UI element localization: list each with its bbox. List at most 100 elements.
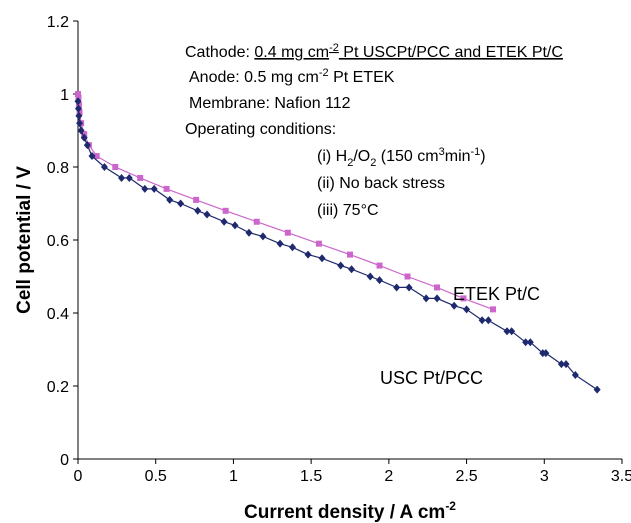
data-point — [405, 283, 413, 292]
data-point — [75, 91, 81, 97]
data-point — [489, 306, 496, 313]
data-point — [508, 327, 516, 336]
data-point — [284, 229, 291, 236]
data-point — [315, 240, 322, 247]
x-tick-label: 1 — [229, 468, 238, 485]
data-point — [484, 316, 492, 325]
data-point — [450, 301, 458, 310]
anode-text: Anode: 0.5 mg cm-2 Pt ETEK — [189, 67, 395, 86]
anode-sup: -2 — [319, 67, 329, 79]
data-point — [88, 152, 96, 161]
condition-1-text: (i) H2/O2 (150 cm3min-1) — [317, 146, 486, 169]
data-point — [137, 174, 144, 181]
y-tick-label: 0.6 — [47, 233, 69, 250]
data-point — [522, 338, 530, 347]
x-tick-label: 2 — [384, 468, 393, 485]
data-point — [75, 111, 83, 120]
membrane-text: Membrane: Nafion 112 — [189, 95, 351, 112]
series-label-etek: ETEK Pt/C — [453, 284, 540, 304]
data-point — [150, 184, 158, 193]
cathode-prefix: Cathode: — [185, 44, 254, 61]
x-axis-title-main: Current density / A cm — [244, 502, 445, 523]
y-tick-label: 1.2 — [47, 14, 69, 31]
y-tick-label: 0.8 — [47, 160, 69, 177]
data-point — [74, 97, 82, 106]
x-tick-label: 3 — [540, 468, 549, 485]
data-point — [125, 173, 133, 182]
data-point — [75, 94, 82, 101]
series-line — [77, 101, 598, 391]
x-axis-title-sup: -2 — [445, 499, 456, 513]
data-point — [288, 243, 296, 252]
condition-3-text: (iii) 75°C — [317, 202, 379, 219]
data-point — [259, 232, 267, 241]
data-point — [118, 173, 126, 182]
cathode-text: Cathode: 0.4 mg cm-2 Pt USCPt/PCC and ET… — [185, 42, 563, 61]
y-axis-title: Cell potential / V — [14, 166, 35, 314]
anode-main: Anode: 0.5 mg cm — [189, 69, 319, 86]
data-point — [220, 217, 228, 226]
x-axis-ticks: 0 0.5 1 1.5 2 2.5 3 3.5 — [74, 459, 631, 485]
data-point — [318, 254, 326, 263]
data-point — [75, 101, 82, 108]
y-tick-label: 0 — [60, 452, 69, 469]
data-point — [83, 141, 91, 150]
cathode-value: 0.4 mg cm — [254, 44, 329, 61]
data-point — [422, 294, 430, 303]
data-point — [245, 228, 253, 237]
data-point — [76, 119, 84, 128]
data-point — [276, 239, 284, 248]
data-point — [557, 360, 565, 369]
data-point — [463, 305, 471, 314]
data-point — [393, 283, 401, 292]
data-point — [503, 327, 511, 336]
data-point — [542, 349, 550, 358]
anode-rest: Pt ETEK — [329, 69, 395, 86]
data-point — [100, 163, 108, 171]
series-layer — [74, 91, 601, 394]
y-tick-label: 0.4 — [47, 306, 69, 323]
data-point — [434, 284, 441, 291]
data-point — [177, 199, 185, 208]
data-point — [112, 164, 119, 170]
data-point — [304, 250, 312, 259]
data-point — [562, 360, 570, 369]
data-point — [80, 133, 88, 142]
series-label-usc: USC Pt/PCC — [380, 368, 483, 388]
data-point — [376, 276, 384, 285]
data-point — [478, 316, 486, 325]
data-point — [231, 221, 239, 230]
y-tick-label: 0.2 — [47, 379, 69, 396]
data-point — [77, 126, 85, 135]
data-point — [93, 153, 100, 160]
data-point — [526, 338, 534, 347]
operating-text: Operating conditions: — [185, 121, 336, 138]
x-tick-label: 0 — [74, 468, 83, 485]
data-point — [193, 196, 200, 203]
data-point — [194, 206, 202, 215]
data-point — [347, 251, 353, 258]
data-point — [222, 207, 229, 214]
condition-2-text: (ii) No back stress — [317, 175, 445, 192]
data-point — [74, 104, 82, 113]
data-point — [593, 385, 601, 394]
series-usc — [74, 97, 601, 394]
x-tick-label: 0.5 — [145, 468, 167, 485]
data-point — [76, 109, 83, 116]
data-point — [571, 371, 579, 380]
x-axis-title: Current density / A cm-2 — [244, 499, 456, 523]
data-point — [433, 294, 441, 303]
x-tick-label: 3.5 — [611, 468, 631, 485]
data-point — [203, 210, 211, 219]
x-tick-label: 2.5 — [455, 468, 477, 485]
y-axis-ticks: 0 0.2 0.4 0.6 0.8 1 1.2 — [47, 14, 78, 469]
x-tick-label: 1.5 — [300, 468, 322, 485]
data-point — [337, 261, 345, 270]
data-point — [348, 265, 356, 274]
data-point — [141, 184, 149, 193]
conditions-annotation: Cathode: 0.4 mg cm-2 Pt USCPt/PCC and ET… — [185, 42, 563, 219]
data-point — [166, 195, 174, 204]
data-point — [366, 272, 374, 281]
data-point — [404, 273, 411, 280]
